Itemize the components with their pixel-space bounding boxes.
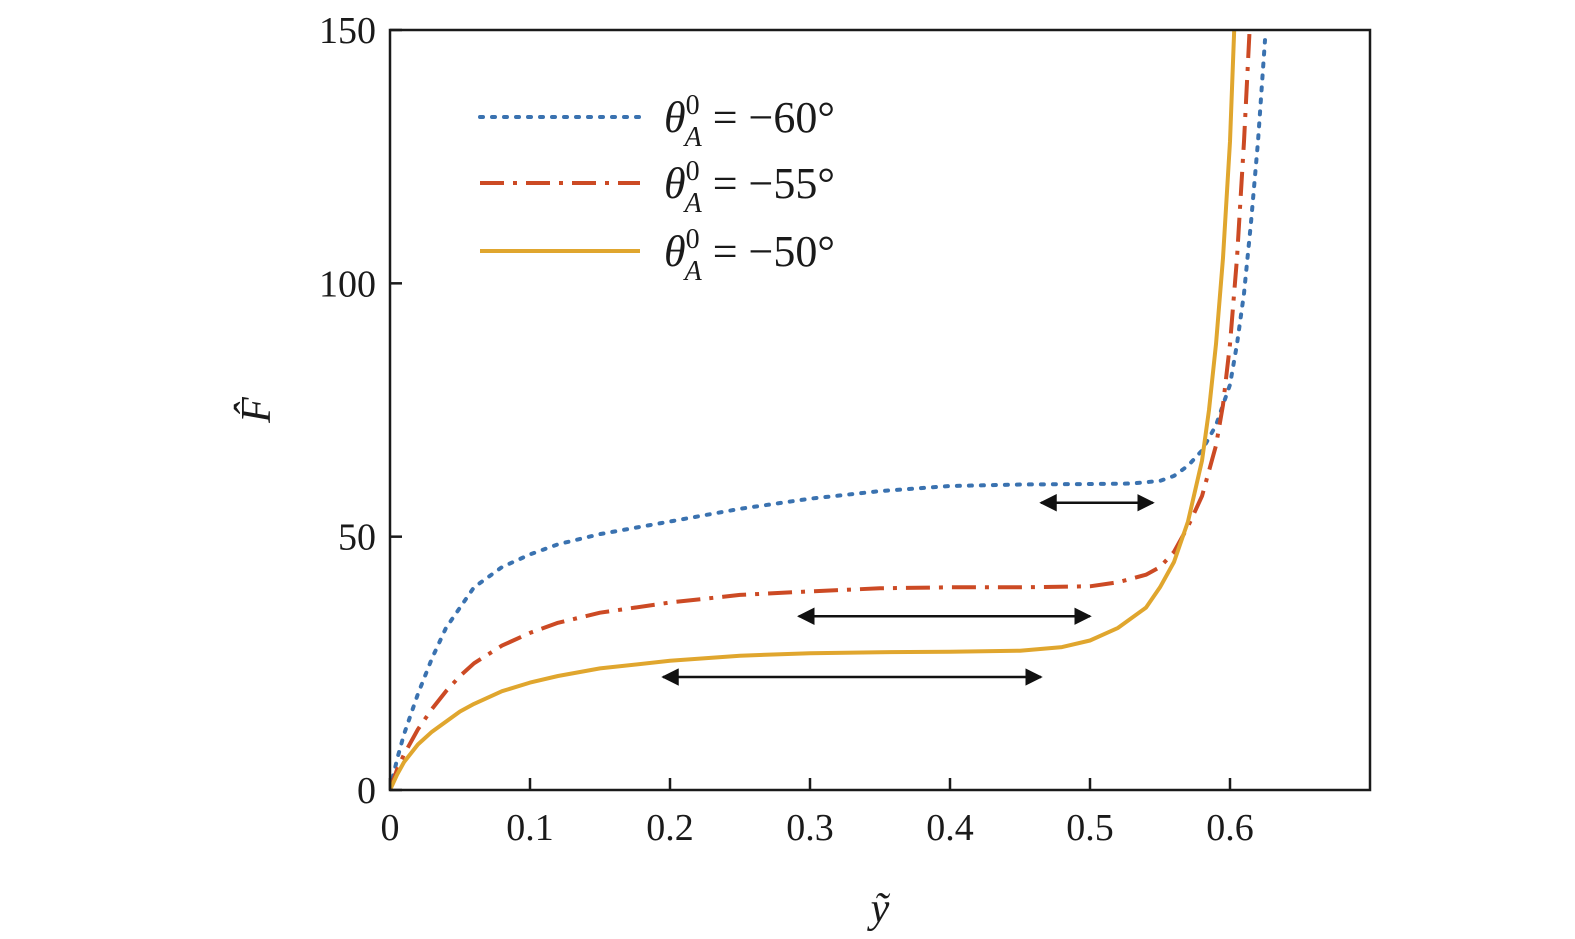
legend-symbol: θ [664, 227, 686, 276]
legend-subscript: A [683, 122, 703, 153]
y-axis-label: F̂ [233, 397, 280, 424]
x-axis-label: ỹ [867, 886, 891, 932]
series-line-1 [390, 38, 1267, 790]
x-tick-label: 0 [381, 807, 400, 849]
y-axis-ticks: 0 50 100 150 [319, 10, 402, 812]
legend-label-1: θ0 A = −60° [664, 90, 835, 153]
y-tick-label: 0 [357, 770, 376, 812]
y-tick-label: 150 [319, 10, 376, 52]
annotation-layer [661, 493, 1155, 686]
legend-label-3: θ0 A = −50° [664, 224, 835, 287]
x-tick-label: 0.3 [786, 807, 834, 849]
x-tick-label: 0.6 [1206, 807, 1254, 849]
x-tick-label: 0.5 [1066, 807, 1114, 849]
legend-subscript: A [683, 256, 703, 287]
plot-frame [388, 28, 1372, 792]
series-layer [390, 30, 1267, 790]
series-line-3 [390, 30, 1237, 790]
y-tick-label: 50 [338, 517, 376, 559]
legend-superscript: 0 [686, 224, 700, 255]
y-tick-label: 100 [319, 263, 376, 305]
legend-superscript: 0 [686, 90, 700, 121]
legend-value: = −55° [702, 159, 835, 208]
series-line-2 [390, 30, 1252, 790]
legend-value: = −60° [702, 93, 835, 142]
legend-symbol: θ [664, 159, 686, 208]
legend-superscript: 0 [686, 156, 700, 187]
x-tick-label: 0.2 [646, 807, 694, 849]
legend-subscript: A [683, 188, 703, 219]
x-tick-label: 0.4 [926, 807, 974, 849]
legend-symbol: θ [664, 93, 686, 142]
legend: θ0 A = −60°θ0 A = −55°θ0 A = −50° [478, 90, 835, 287]
x-tick-label: 0.1 [506, 807, 554, 849]
legend-label-2: θ0 A = −55° [664, 156, 835, 219]
legend-value: = −50° [702, 227, 835, 276]
x-axis-ticks: 0 0.1 0.2 0.3 0.4 0.5 0.6 [381, 778, 1254, 849]
